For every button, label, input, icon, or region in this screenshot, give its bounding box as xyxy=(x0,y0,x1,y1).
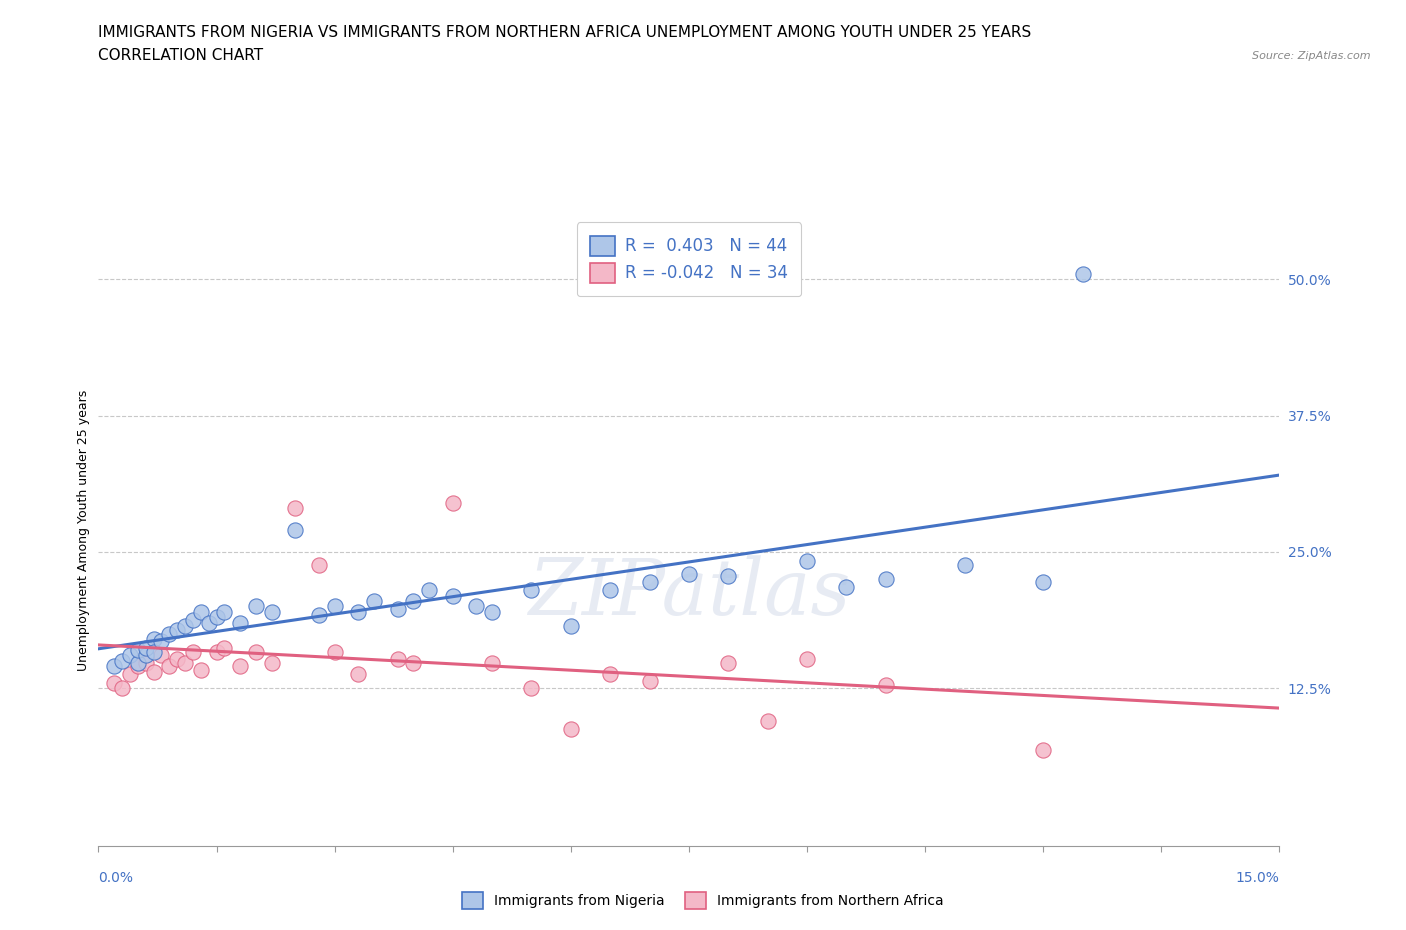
Legend: Immigrants from Nigeria, Immigrants from Northern Africa: Immigrants from Nigeria, Immigrants from… xyxy=(456,884,950,916)
Point xyxy=(323,644,346,659)
Point xyxy=(284,501,307,516)
Text: IMMIGRANTS FROM NIGERIA VS IMMIGRANTS FROM NORTHERN AFRICA UNEMPLOYMENT AMONG YO: IMMIGRANTS FROM NIGERIA VS IMMIGRANTS FR… xyxy=(98,25,1032,40)
Point xyxy=(418,582,440,597)
Point xyxy=(363,593,385,608)
Point xyxy=(127,643,149,658)
Point xyxy=(481,656,503,671)
Point xyxy=(118,667,141,682)
Point xyxy=(796,553,818,568)
Point xyxy=(560,618,582,633)
Point xyxy=(717,656,740,671)
Point xyxy=(1032,575,1054,590)
Point xyxy=(465,599,488,614)
Point xyxy=(875,572,897,587)
Point xyxy=(387,651,409,666)
Point xyxy=(1071,266,1094,281)
Point xyxy=(181,612,204,627)
Legend: R =  0.403   N = 44, R = -0.042   N = 34: R = 0.403 N = 44, R = -0.042 N = 34 xyxy=(576,222,801,297)
Point xyxy=(347,604,370,619)
Point xyxy=(284,523,307,538)
Point xyxy=(181,644,204,659)
Point xyxy=(520,582,543,597)
Point xyxy=(245,644,267,659)
Text: 0.0%: 0.0% xyxy=(98,870,134,885)
Point xyxy=(229,659,252,674)
Point xyxy=(142,631,165,646)
Point xyxy=(166,623,188,638)
Point xyxy=(157,659,180,674)
Point xyxy=(245,599,267,614)
Point xyxy=(481,604,503,619)
Point xyxy=(229,616,252,631)
Point xyxy=(402,593,425,608)
Y-axis label: Unemployment Among Youth under 25 years: Unemployment Among Youth under 25 years xyxy=(77,390,90,671)
Point xyxy=(347,667,370,682)
Point xyxy=(103,659,125,674)
Point xyxy=(835,579,858,594)
Point xyxy=(441,496,464,511)
Point xyxy=(103,675,125,690)
Point xyxy=(717,568,740,583)
Point xyxy=(260,604,283,619)
Text: ZIPatlas: ZIPatlas xyxy=(527,555,851,631)
Point xyxy=(174,656,197,671)
Point xyxy=(796,651,818,666)
Point xyxy=(638,673,661,688)
Point xyxy=(402,656,425,671)
Point xyxy=(142,644,165,659)
Point xyxy=(174,618,197,633)
Point xyxy=(1032,743,1054,758)
Point xyxy=(441,588,464,603)
Point xyxy=(678,566,700,581)
Point xyxy=(135,656,157,671)
Point xyxy=(875,677,897,692)
Point xyxy=(214,641,236,656)
Point xyxy=(150,634,173,649)
Point xyxy=(190,604,212,619)
Point xyxy=(111,654,134,669)
Point xyxy=(260,656,283,671)
Point xyxy=(205,644,228,659)
Point xyxy=(308,558,330,573)
Text: 15.0%: 15.0% xyxy=(1236,870,1279,885)
Point xyxy=(599,582,621,597)
Point xyxy=(127,656,149,671)
Point xyxy=(953,558,976,573)
Point xyxy=(214,604,236,619)
Point xyxy=(756,713,779,728)
Point xyxy=(118,648,141,663)
Point xyxy=(387,601,409,616)
Point xyxy=(142,664,165,679)
Point xyxy=(150,648,173,663)
Point xyxy=(135,648,157,663)
Point xyxy=(111,681,134,696)
Point xyxy=(599,667,621,682)
Point xyxy=(190,662,212,677)
Point xyxy=(157,626,180,641)
Text: Source: ZipAtlas.com: Source: ZipAtlas.com xyxy=(1253,51,1371,60)
Point xyxy=(127,659,149,674)
Point xyxy=(197,616,219,631)
Text: CORRELATION CHART: CORRELATION CHART xyxy=(98,48,263,63)
Point xyxy=(560,721,582,736)
Point xyxy=(638,575,661,590)
Point xyxy=(205,610,228,625)
Point xyxy=(308,607,330,622)
Point xyxy=(520,681,543,696)
Point xyxy=(323,599,346,614)
Point xyxy=(166,651,188,666)
Point xyxy=(135,641,157,656)
